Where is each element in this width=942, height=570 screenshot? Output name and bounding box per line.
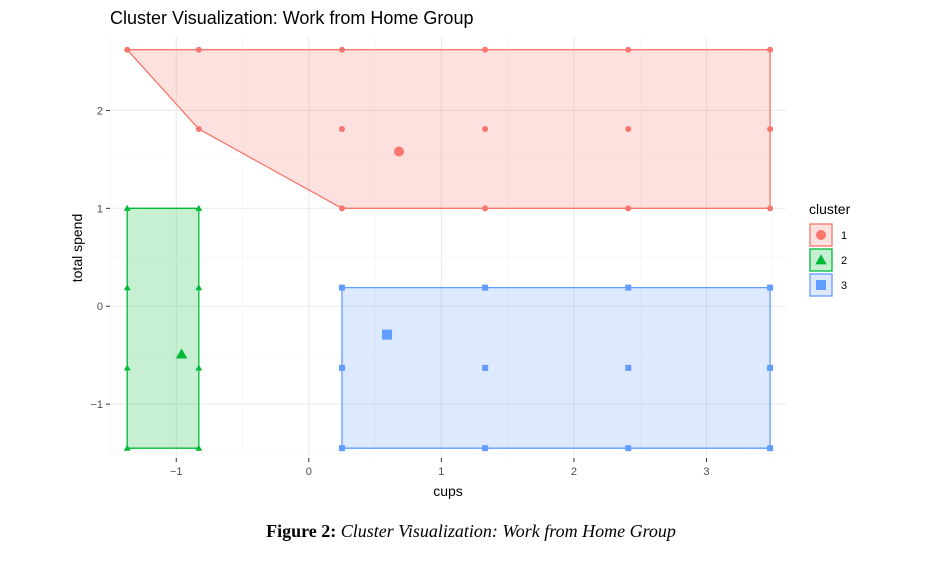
y-tick-label: 0 (97, 301, 103, 313)
legend-title: cluster (809, 201, 851, 217)
cluster-2-point (123, 364, 131, 371)
cluster-1-point (338, 205, 345, 212)
cluster-2-point (195, 364, 203, 371)
cluster-1-point (338, 46, 345, 53)
cluster-points (123, 46, 774, 452)
caption-label: Figure 2: (266, 521, 337, 541)
cluster-1-point (482, 46, 489, 53)
cluster-3-point (625, 445, 632, 452)
cluster-centroids (175, 146, 404, 359)
cluster-chart: Cluster Visualization: Work from Home Gr… (69, 8, 851, 499)
cluster-2-centroid (175, 348, 188, 359)
cluster-1-point (767, 205, 774, 212)
cluster-3-point (338, 445, 345, 452)
cluster-1-point (482, 205, 489, 212)
cluster-2-point (195, 204, 203, 211)
x-tick-label: −1 (170, 466, 183, 478)
chart-title: Cluster Visualization: Work from Home Gr… (110, 8, 473, 28)
cluster-1-hull (125, 49, 771, 209)
grid-minor (109, 37, 786, 458)
cluster-2-hull (126, 207, 200, 449)
cluster-3-point (625, 284, 632, 291)
cluster-1-point (767, 126, 774, 133)
legend-marker-3 (816, 280, 826, 290)
cluster-1-point (195, 46, 202, 53)
cluster-2-point (123, 204, 131, 211)
cluster-3-point (338, 364, 345, 371)
cluster-3-point (482, 445, 489, 452)
cluster-2-point (123, 284, 131, 291)
cluster-1-point (482, 126, 489, 133)
legend-label: 1 (841, 230, 847, 242)
cluster-1-point (195, 126, 202, 133)
cluster-1-point (338, 126, 345, 133)
cluster-3-point (625, 364, 632, 371)
x-tick-label: 2 (571, 466, 577, 478)
cluster-2-point (195, 444, 203, 451)
x-tick-label: 1 (438, 466, 444, 478)
cluster-1-point (625, 205, 632, 212)
y-tick-label: −1 (90, 399, 103, 411)
cluster-hulls (125, 49, 771, 449)
figure-caption: Figure 2: Cluster Visualization: Work fr… (0, 521, 942, 542)
cluster-1-point (625, 126, 632, 133)
legend-label: 3 (841, 280, 847, 292)
legend-marker-2 (815, 254, 827, 265)
x-tick-label: 0 (306, 466, 312, 478)
legend: cluster 1 2 3 (809, 201, 851, 297)
cluster-3-point (767, 445, 774, 452)
x-tick-label: 3 (703, 466, 709, 478)
x-axis-ticks: −1 0 1 2 3 (170, 458, 710, 478)
y-axis-label: total spend (69, 214, 85, 283)
cluster-3-point (482, 284, 489, 291)
cluster-1-point (124, 46, 131, 53)
cluster-2-point (195, 284, 203, 291)
x-axis-label: cups (433, 483, 463, 499)
y-tick-label: 2 (97, 105, 103, 117)
cluster-1-point (625, 46, 632, 53)
legend-marker-1 (816, 230, 826, 240)
cluster-3-point (767, 364, 774, 371)
caption-text: Cluster Visualization: Work from Home Gr… (340, 521, 676, 541)
y-axis-ticks: −1 0 1 2 (90, 105, 110, 411)
cluster-3-point (767, 284, 774, 291)
cluster-3-hull (341, 286, 771, 449)
cluster-3-centroid (382, 329, 393, 340)
cluster-3-point (338, 284, 345, 291)
cluster-1-point (767, 46, 774, 53)
cluster-2-point (123, 444, 131, 451)
y-tick-label: 1 (97, 203, 103, 215)
cluster-3-point (482, 364, 489, 371)
legend-label: 2 (841, 255, 847, 267)
cluster-1-centroid (393, 146, 404, 157)
